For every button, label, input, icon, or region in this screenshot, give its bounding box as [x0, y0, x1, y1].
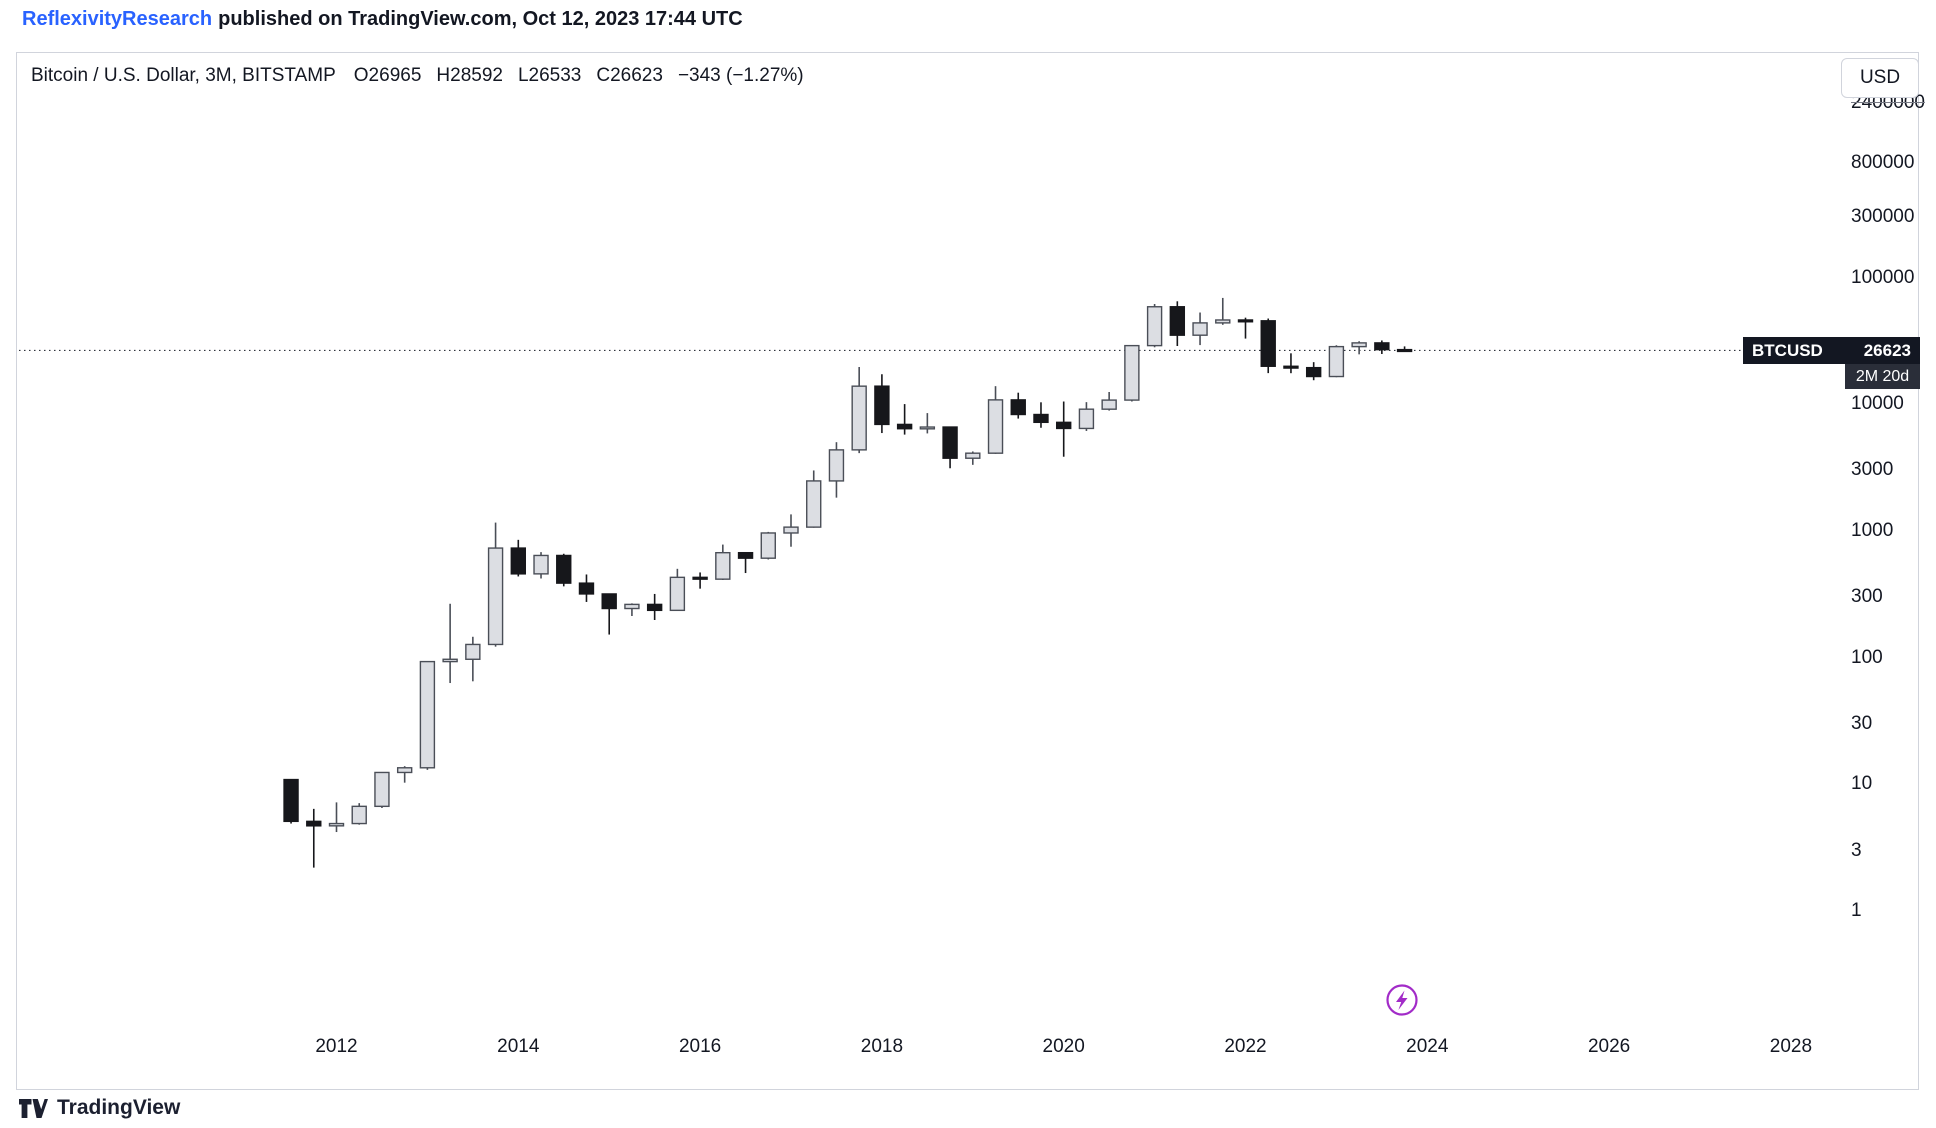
price-tick-label: 1000 — [1851, 519, 1894, 541]
price-axis[interactable]: 2400000 800000 300000 100000 10000 3000 1000 30… — [1851, 53, 1925, 1089]
legend-close: C26623 — [596, 65, 663, 86]
candle-up — [965, 452, 981, 459]
price-tick-label: 1 — [1851, 900, 1862, 921]
price-tick-label: 3000 — [1851, 459, 1894, 481]
candle-down — [1010, 399, 1026, 416]
candle-down — [1237, 319, 1254, 323]
chart-panel: Bitcoin / U.S. Dollar, 3M, BITSTAMP O2696… — [16, 52, 1925, 1090]
time-tick-label: 2028 — [1769, 1036, 1813, 1057]
price-label-symbol: BTCUSD — [1752, 340, 1823, 360]
candle-up — [806, 480, 822, 528]
candle-down — [578, 582, 595, 595]
candle-down — [692, 576, 708, 580]
candle-up — [1101, 399, 1117, 410]
price-tick-label: 100000 — [1851, 266, 1915, 288]
candle-down — [1305, 366, 1322, 378]
footer: TradingView — [18, 1094, 180, 1122]
candle-up — [715, 551, 731, 580]
candle-up — [1192, 322, 1208, 336]
boost-icon[interactable] — [1384, 982, 1420, 1018]
candle-up — [1146, 306, 1163, 347]
candle-down — [874, 385, 890, 426]
price-tick-label: 300000 — [1851, 206, 1915, 228]
candle-up — [1351, 342, 1367, 348]
candle-down — [1033, 413, 1049, 424]
time-tick-label: 2014 — [497, 1036, 540, 1057]
candle-down — [737, 551, 754, 559]
candle-down — [1055, 421, 1072, 430]
price-tick-label: 30 — [1851, 712, 1873, 734]
price-tick-label: 100 — [1851, 646, 1883, 668]
legend-open: O26965 — [353, 65, 422, 86]
candle-up — [760, 532, 776, 559]
legend-high: H28592 — [436, 65, 503, 86]
candle-down — [646, 603, 663, 612]
price-tick-label: 300 — [1851, 586, 1883, 608]
legend-change: −343 (−1.27%) — [677, 65, 804, 86]
chart-canvas[interactable] — [17, 53, 1918, 1089]
candle-up — [328, 822, 345, 827]
time-axis[interactable]: 2012 2014 2016 2018 2020 2022 2024 2026 2028 — [17, 1013, 1847, 1069]
tradingview-brand[interactable]: TradingView — [57, 1096, 181, 1119]
candle-up — [1215, 319, 1231, 324]
attribution-text: published on TradingView.com, Oct 12, 20… — [218, 8, 743, 30]
candle-up — [419, 660, 436, 769]
candle-up — [442, 658, 458, 663]
candle-up — [624, 603, 640, 610]
candle-down — [556, 554, 572, 584]
candle-up — [396, 767, 413, 774]
candle-up — [919, 426, 936, 430]
candle-up — [783, 526, 799, 534]
candle-down — [283, 778, 299, 823]
candle-up — [669, 576, 686, 612]
candle-up — [828, 449, 845, 482]
time-tick-label: 2012 — [315, 1036, 358, 1057]
candle-up — [1328, 345, 1345, 378]
price-label-value: 26623 — [1863, 340, 1911, 360]
candle-down — [1283, 365, 1299, 369]
symbol-legend: Bitcoin / U.S. Dollar, 3M, BITSTAMP O2696… — [31, 65, 804, 87]
candle-down — [1374, 342, 1390, 351]
time-tick-label: 2020 — [1042, 1036, 1085, 1057]
candle-down — [942, 426, 958, 459]
candle-up — [533, 554, 549, 575]
attribution-author-link[interactable]: ReflexivityResearch — [22, 8, 213, 30]
legend-low: L26533 — [517, 65, 582, 86]
time-tick-label: 2018 — [860, 1036, 904, 1057]
price-label: BTCUSD 26623 — [1743, 337, 1920, 364]
candle-down — [601, 593, 617, 610]
price-tick-label: 800000 — [1851, 152, 1915, 174]
attribution: ReflexivityResearch published on TradingV… — [22, 8, 743, 31]
price-tick-label: 10 — [1851, 773, 1873, 795]
candle-down — [1169, 306, 1186, 336]
price-tick-label: 10000 — [1851, 393, 1904, 415]
candle-down — [510, 547, 526, 575]
symbol-title: Bitcoin / U.S. Dollar, 3M, BITSTAMP — [31, 65, 336, 86]
time-tick-label: 2022 — [1224, 1036, 1267, 1057]
currency-toggle-button[interactable]: USD — [1841, 58, 1919, 98]
bar-countdown-label: 2M 20d — [1845, 364, 1920, 389]
candle-up — [465, 643, 481, 660]
candle-up — [374, 771, 390, 808]
candle-down — [306, 820, 322, 827]
tradingview-logo-icon — [19, 1098, 48, 1118]
time-tick-label: 2026 — [1587, 1036, 1631, 1057]
candle-down — [1396, 348, 1413, 353]
candle-up — [1124, 344, 1140, 401]
candle-down — [1260, 320, 1276, 367]
candle-up — [351, 805, 367, 825]
price-tick-label: 3 — [1851, 839, 1862, 861]
time-tick-label: 2016 — [678, 1036, 722, 1057]
candle-down — [896, 423, 913, 430]
candle-up — [987, 399, 1004, 454]
time-tick-label: 2024 — [1406, 1036, 1449, 1057]
candle-up — [487, 547, 504, 646]
candle-up — [851, 385, 867, 451]
candle-up — [1078, 408, 1095, 430]
